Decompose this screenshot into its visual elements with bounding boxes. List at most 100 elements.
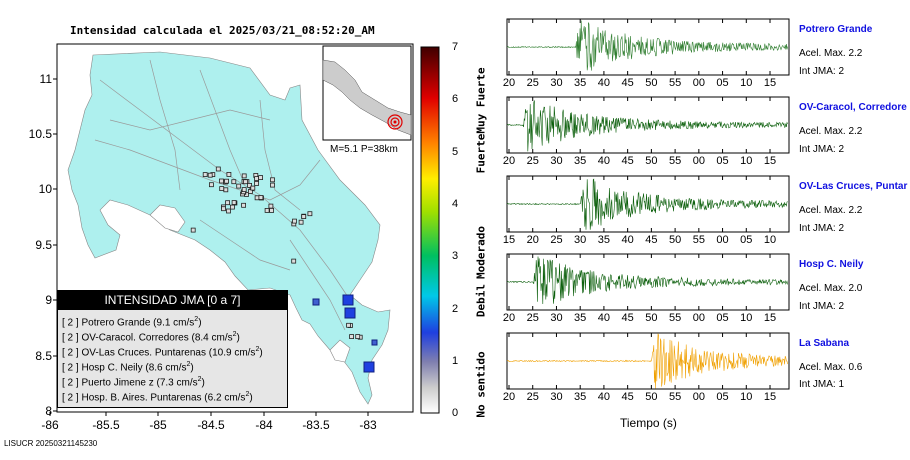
colorbar-tick-label: 2 [452,302,459,315]
station-marker [298,219,304,225]
station-marker [208,182,214,188]
waveform-tick-label: 15 [502,234,516,246]
legend-row: [ 2 ] Potrero Grande (9.1 cm/s2) [62,316,202,329]
waveform-tick-label: 45 [621,312,634,324]
waveform-tick-label: 05 [740,234,753,246]
colorbar-tick-label: 7 [452,41,459,53]
station-marker [207,172,213,178]
waveform-tick-label: 40 [597,155,611,167]
waveform-tick-label: 15 [763,77,777,89]
station-markers [190,166,378,373]
waveform-tick-label: 45 [621,391,634,403]
waveform-tick-label: 05 [716,391,729,403]
station-marker-intensity-2 [363,361,375,373]
waveform-tick-label: 45 [621,155,634,167]
colorbar-tick-label: 4 [452,197,459,210]
station-marker [270,177,275,183]
waveform-trace [506,100,788,152]
station-marker [355,334,361,340]
waveform-tick-label: 25 [526,312,539,324]
lat-tick-label: 9.5 [35,238,52,252]
legend-row: [ 2 ] Hosp. B. Aires. Puntarenas (6.2 cm… [62,391,253,404]
trace-accel: Acel. Max. 2.2 [799,205,863,216]
waveform-tick-label: 00 [692,155,705,167]
lon-tick-label: -84.5 [197,418,225,432]
lon-tick-label: -85 [149,418,167,432]
trace-accel: Acel. Max. 2.0 [799,283,863,294]
trace-accel: Acel. Max. 2.2 [799,48,863,59]
station-marker [264,207,270,213]
waveform-tick-label: 40 [621,234,634,246]
station-marker [242,179,248,185]
station-marker [231,179,237,185]
waveform-tick-label: 55 [668,312,682,324]
waveform-tick-label: 20 [526,234,539,246]
station-marker [226,208,231,214]
waveform-tick-label: 35 [574,155,587,167]
station-marker [236,183,242,189]
road-network [94,59,351,331]
trace-accel: Acel. Max. 2.2 [799,126,863,137]
x-axis-title: Tiempo (s) [620,416,677,430]
lat-tick-label: 9 [45,293,52,307]
waveform-tick-label: 10 [740,77,753,89]
intensity-legend-header: INTENSIDAD JMA [0 a 7] [58,291,287,310]
trace-station-name: Potrero Grande [799,24,873,35]
waveform-tick-label: 50 [645,312,658,324]
lat-tick-label: 11 [39,72,52,86]
station-marker [292,218,297,224]
station-marker [226,171,232,177]
waveform-tick-label: 10 [740,155,753,167]
waveform-tick-label: 30 [550,312,563,324]
inset-label: M=5.1 P=38km [330,144,398,155]
waveform-tick-label: 40 [597,77,611,89]
station-marker [346,322,352,328]
waveform-tick-label: 50 [645,77,658,89]
lat-tick-label: 8 [45,404,52,418]
waveform-tick-label: 10 [740,391,753,403]
waveform-tick-label: 10 [763,234,777,246]
station-marker [229,204,235,210]
osa-gulf [329,339,351,363]
waveform-tick-label: 50 [645,155,658,167]
lat-tick-label: 8.5 [35,349,52,363]
lon-tick-label: -85.5 [92,418,120,432]
station-marker [221,206,226,212]
trace-jma: Int JMA: 2 [799,144,845,155]
waveform-tick-label: 15 [763,155,777,167]
waveform-tick-label: 35 [574,77,587,89]
nicoya-water [149,204,186,233]
trace-accel: Acel. Max. 0.6 [799,362,863,373]
trace-station-name: OV-Caracol, Corredore [799,102,907,113]
station-marker [258,175,264,181]
station-marker [241,173,247,179]
station-marker [254,180,260,186]
waveform-tick-label: 20 [502,77,516,89]
waveform-tick-label: 30 [550,155,563,167]
waveform-tick-label: 05 [716,77,729,89]
waveform-tick-label: 50 [668,234,682,246]
waveform-tick-label: 30 [550,391,563,403]
station-marker [268,203,274,209]
station-marker [219,178,224,184]
station-marker [291,258,297,264]
station-marker [202,172,208,178]
lon-tick-label: -83.5 [302,418,330,432]
waveform-trace [506,256,788,305]
waveform-tick-label: 45 [621,77,634,89]
waveform-tick-label: 30 [574,234,587,246]
colorbar-tick-label: 6 [452,93,459,106]
station-marker-intensity-2 [312,298,320,306]
waveform-tick-label: 00 [692,391,705,403]
legend-row: [ 2 ] OV-Las Cruces. Puntarenas (10.9 cm… [62,346,263,359]
waveform-tick-label: 05 [716,155,729,167]
intensity-colorbar [420,46,440,414]
waveform-tick-label: 25 [526,77,539,89]
waveform-tick-label: 05 [716,312,729,324]
waveform-tick-label: 25 [550,234,563,246]
waveform-trace [506,20,788,71]
waveform-trace [506,333,788,389]
station-marker [349,334,355,340]
waveform-trace [506,178,788,230]
